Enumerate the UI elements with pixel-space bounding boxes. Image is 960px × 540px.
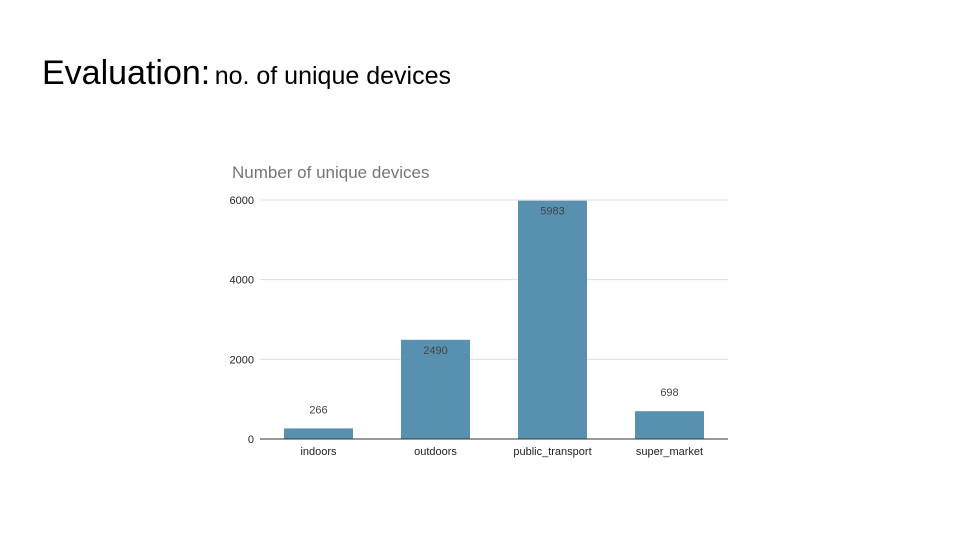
bar-chart: Number of unique devices 26624905983698 … — [230, 163, 728, 458]
x-tick-label: public_transport — [513, 446, 591, 458]
data-label: 698 — [660, 387, 678, 399]
slide-title-main: Evaluation: — [42, 54, 211, 92]
x-tick-label: indoors — [300, 446, 337, 458]
slide-title: Evaluation: no. of unique devices — [42, 56, 451, 90]
chart-title: Number of unique devices — [232, 163, 430, 182]
slide-title-sub: no. of unique devices — [214, 62, 451, 90]
data-labels: 266 2490 5983 698 — [309, 206, 678, 417]
data-label: 5983 — [540, 206, 564, 218]
data-label: 266 — [309, 404, 327, 416]
bar-indoors — [284, 428, 353, 439]
x-tick-label: outdoors — [414, 446, 457, 458]
y-tick-label: 6000 — [230, 195, 254, 207]
gridlines — [260, 199, 728, 360]
x-tick-label: super_market — [636, 446, 703, 458]
y-tick-label: 4000 — [230, 275, 254, 287]
bar-super_market — [635, 411, 704, 439]
y-tick-label: 2000 — [230, 354, 254, 366]
bar-public_transport — [518, 200, 587, 439]
bars — [284, 200, 704, 439]
bar-outdoors — [401, 339, 470, 439]
axes: 0 2000 4000 6000 indoors outdoors public_trans… — [230, 195, 728, 458]
y-tick-label: 0 — [248, 434, 254, 446]
data-label: 2490 — [423, 345, 447, 357]
